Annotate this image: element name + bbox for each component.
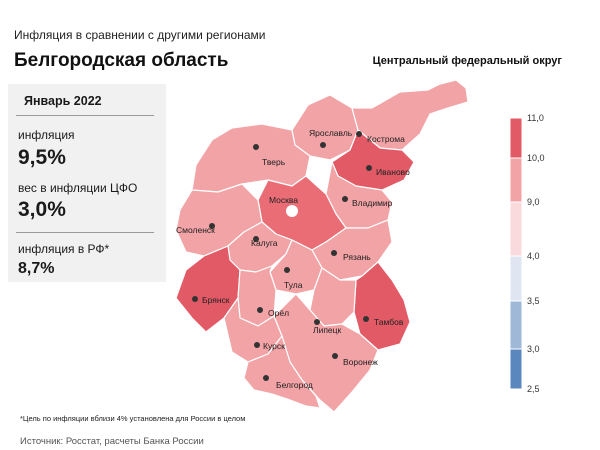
legend-tick-label: 4,0 [527, 251, 540, 261]
region-smolensk [175, 183, 263, 257]
city-label-kaluga: Калуга [251, 238, 278, 248]
legend-band [509, 201, 523, 257]
city-label-ryazan: Рязань [343, 252, 371, 262]
weight-label: вес в инфляции ЦФО [18, 181, 138, 195]
city-label-tula: Тула [284, 280, 303, 290]
city-dot [363, 316, 369, 322]
footnote: *Цель по инфляции вблизи 4% установлена … [20, 414, 246, 423]
legend-band [509, 255, 523, 302]
page-title: Белгородская область [14, 50, 229, 71]
city-dot [284, 267, 290, 273]
city-label-moskva: Москва [269, 195, 298, 205]
city-dot [314, 319, 320, 325]
city-label-kostroma: Кострома [367, 134, 405, 144]
legend-tick-label: 3,0 [527, 344, 540, 354]
district-label: Центральный федеральный округ [372, 55, 562, 67]
stats-panel: Январь 2022 инфляция 9,5% вес в инфляции… [8, 84, 166, 282]
legend-band [509, 157, 523, 203]
source-note: Источник: Росстат, расчеты Банка России [20, 436, 204, 447]
city-label-yaroslavl: Ярославль [309, 128, 353, 138]
divider [16, 115, 154, 116]
legend-tick-label: 3,5 [527, 296, 540, 306]
region-belgorod [243, 335, 321, 409]
legend-tick-label: 9,0 [527, 197, 540, 207]
city-dot [356, 131, 362, 137]
city-label-orel: Орёл [268, 308, 289, 318]
subtitle: Инфляция в сравнении с другими регионами [14, 28, 266, 42]
city-dot [253, 144, 259, 150]
city-dot [320, 142, 326, 148]
city-label-belgorod: Белгород [276, 380, 313, 390]
legend-band [509, 117, 523, 159]
city-dot [286, 205, 298, 217]
city-dot [257, 307, 263, 313]
city-label-tambov: Тамбов [374, 317, 404, 327]
inflation-value: 9,5% [18, 146, 66, 169]
russia-inflation-label: инфляция в РФ* [18, 242, 110, 256]
city-dot [192, 296, 198, 302]
region-tambov [353, 261, 411, 351]
city-dot [263, 375, 269, 381]
city-dot [366, 165, 372, 171]
legend-band [509, 348, 523, 390]
inflation-label: инфляция [18, 128, 75, 142]
city-dot [331, 250, 337, 256]
city-dot [254, 342, 260, 348]
city-label-voronezh: Воронеж [343, 357, 378, 367]
legend-tick-label: 11,0 [527, 113, 544, 123]
legend-tick-label: 2,5 [527, 384, 540, 394]
region-tver [191, 123, 311, 193]
city-label-smolensk: Смоленск [176, 225, 215, 235]
city-label-vladimir: Владимир [352, 198, 393, 208]
legend-band [509, 300, 523, 350]
city-label-lipetsk: Липецк [313, 325, 342, 335]
city-dot [209, 223, 215, 229]
russia-inflation-value: 8,7% [18, 260, 55, 277]
city-dot [253, 236, 259, 242]
city-label-tver: Тверь [262, 157, 286, 167]
city-label-ivanovo: Иваново [376, 167, 410, 177]
city-label-kursk: Курск [263, 341, 285, 351]
month-label: Январь 2022 [24, 94, 102, 108]
city-dot [342, 196, 348, 202]
regions-map: Ярославль Кострома Иваново Тверь Владимир Мос… [175, 79, 469, 413]
color-legend: 11,0 10,0 9,0 4,0 3,5 3,0 2,5 [509, 113, 545, 394]
city-dot [332, 353, 338, 359]
divider [16, 232, 154, 233]
city-label-bryansk: Брянск [202, 295, 230, 305]
weight-value: 3,0% [18, 198, 66, 221]
legend-tick-label: 10,0 [527, 153, 545, 163]
